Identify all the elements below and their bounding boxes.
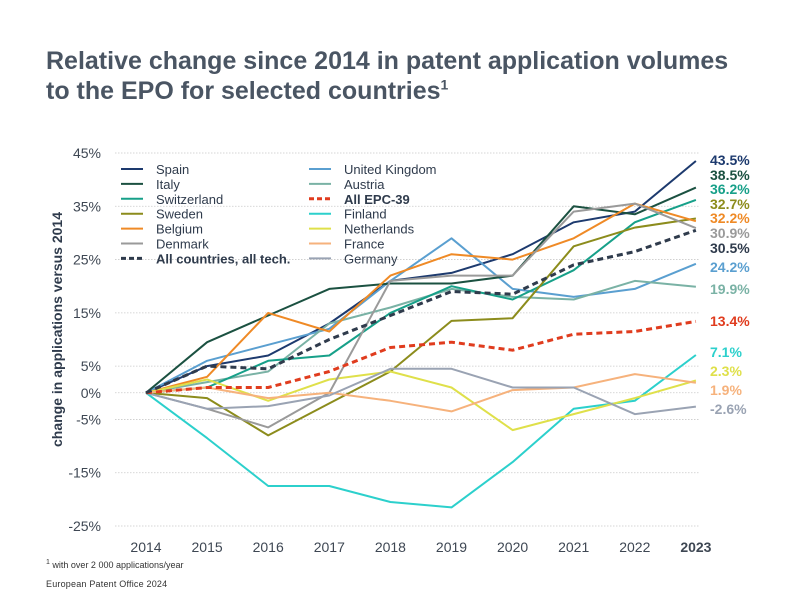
end-value-label: 43.5%: [710, 152, 750, 168]
legend-label: All EPC-39: [344, 192, 410, 207]
y-tick-label: -5%: [76, 411, 101, 427]
series-line-netherlands: [145, 370, 697, 432]
series-line-france: [145, 373, 697, 413]
footnote: 1 with over 2 000 applications/year: [46, 559, 184, 570]
series-line-belgium: [145, 202, 697, 394]
end-value-label: -2.6%: [710, 401, 747, 417]
end-value-label: 1.9%: [710, 382, 742, 398]
x-tick-label: 2020: [497, 539, 528, 555]
y-tick-label: -15%: [68, 465, 101, 481]
x-tick-label: 2021: [558, 539, 589, 555]
x-tick-label: 2022: [619, 539, 650, 555]
x-tick-label: 2019: [436, 539, 467, 555]
series-line-finland: [145, 354, 697, 509]
end-value-label: 30.9%: [710, 225, 750, 241]
x-tick-label: 2014: [130, 539, 161, 555]
x-tick-label: 2016: [253, 539, 284, 555]
x-tick-label: 2017: [314, 539, 345, 555]
series-line-denmark: [145, 202, 697, 429]
source-credit: European Patent Office 2024: [46, 579, 168, 589]
end-value-label: 30.5%: [710, 240, 750, 256]
end-value-label: 32.2%: [710, 210, 750, 226]
legend-label: France: [344, 237, 384, 252]
x-tick-label: 2023: [680, 539, 711, 555]
legend-label: Netherlands: [344, 222, 415, 237]
end-value-label: 36.2%: [710, 181, 750, 197]
x-tick-label: 2015: [192, 539, 223, 555]
y-tick-label: -25%: [68, 518, 101, 534]
y-tick-label: 0%: [81, 385, 101, 401]
end-value-label: 32.7%: [710, 196, 750, 212]
x-tick-label: 2018: [375, 539, 406, 555]
legend-label: Spain: [156, 162, 189, 177]
series-line-austria: [145, 279, 696, 394]
end-value-label: 2.3%: [710, 363, 742, 379]
series-line-all-countries-all-tech-: [145, 228, 697, 395]
series-line-all-epc-39: [145, 319, 697, 395]
legend-label: United Kingdom: [344, 162, 437, 177]
y-axis-label: change in applications versus 2014: [49, 212, 65, 447]
series-line-italy: [145, 186, 697, 394]
legend-label: Finland: [344, 207, 387, 222]
end-value-label: 13.4%: [710, 313, 750, 329]
end-value-label: 19.9%: [710, 281, 750, 297]
series-line-united-kingdom: [145, 237, 697, 394]
end-value-label: 24.2%: [710, 259, 750, 275]
title-footnote-mark: 1: [440, 76, 449, 93]
y-tick-label: 5%: [81, 358, 101, 374]
legend-label: All countries, all tech.: [156, 251, 290, 266]
end-value-label: 38.5%: [710, 167, 750, 183]
footnote-text: with over 2 000 applications/year: [52, 560, 184, 570]
series-line-switzerland: [145, 198, 697, 394]
end-value-label: 7.1%: [710, 344, 742, 360]
legend-label: Switzerland: [156, 192, 223, 207]
series-line-germany: [145, 367, 697, 416]
chart-title-text: Relative change since 2014 in patent app…: [46, 47, 729, 105]
legend-label: Germany: [344, 251, 398, 266]
y-tick-label: 45%: [73, 145, 101, 161]
y-tick-label: 15%: [73, 305, 101, 321]
y-tick-label: 25%: [73, 252, 101, 268]
legend-label: Italy: [156, 177, 180, 192]
legend-label: Sweden: [156, 207, 203, 222]
footnote-mark: 1: [46, 559, 50, 566]
chart-title: Relative change since 2014 in patent app…: [46, 46, 746, 106]
legend-label: Denmark: [156, 237, 209, 252]
series-line-spain: [145, 160, 697, 394]
legend-label: Belgium: [156, 222, 203, 237]
y-tick-label: 35%: [73, 198, 101, 214]
legend-label: Austria: [344, 177, 385, 192]
